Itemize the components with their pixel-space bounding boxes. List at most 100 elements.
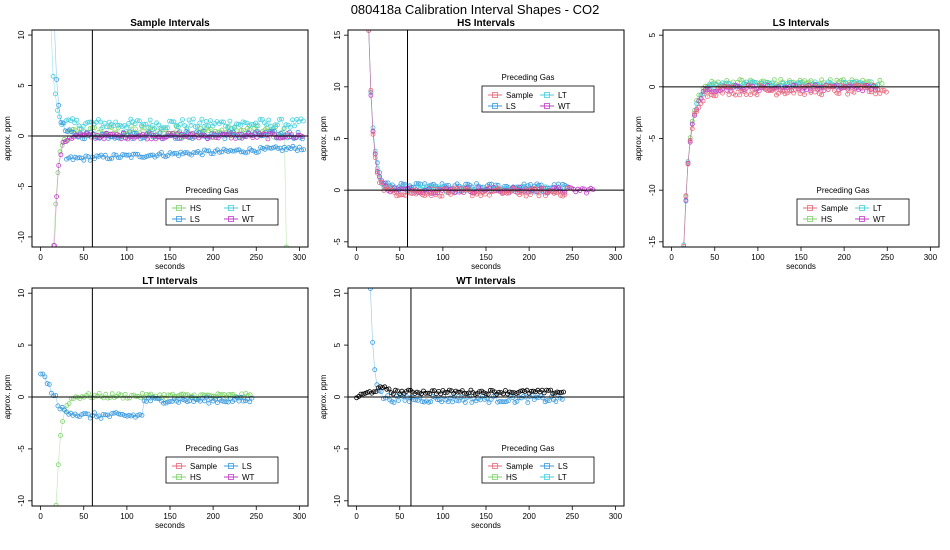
data-point (534, 188, 540, 194)
data-point (208, 151, 214, 157)
data-point (44, 381, 50, 386)
data-point (879, 81, 885, 86)
x-tick-label: 150 (479, 253, 493, 262)
data-point (299, 136, 305, 142)
data-point (243, 150, 248, 156)
data-point (825, 87, 831, 92)
data-point (231, 125, 237, 130)
data-point (377, 174, 382, 179)
panel-ls-intervals: LS Intervals 0 50 100 150 200 250 300 -15 -10 -5 0 5… (634, 18, 940, 271)
data-point (380, 385, 385, 391)
data-point (462, 399, 468, 405)
data-point (240, 398, 246, 404)
data-point (96, 390, 102, 396)
data-point (233, 121, 239, 127)
data-point (124, 152, 130, 158)
data-point (119, 124, 125, 129)
legend-swatch (176, 463, 182, 469)
plot-frame (347, 287, 625, 507)
legend-box (481, 85, 595, 113)
data-point (66, 401, 72, 407)
data-point (49, 24, 53, 28)
data-point (682, 246, 685, 247)
data-point (238, 149, 244, 155)
data-point (247, 399, 253, 405)
data-point (167, 399, 173, 404)
x-tick-label: 0 (38, 512, 43, 521)
data-point (447, 395, 453, 401)
data-point (264, 122, 270, 128)
data-point (851, 89, 857, 95)
legend-swatch (492, 103, 498, 109)
x-tick-label: 50 (710, 253, 719, 262)
data-point (836, 91, 842, 96)
data-point (490, 393, 496, 399)
data-point (141, 121, 147, 127)
data-point (484, 395, 490, 401)
data-point (199, 152, 205, 158)
y-tick-label: 10 (333, 288, 342, 297)
data-point (510, 395, 516, 401)
data-point (496, 389, 502, 395)
plot-frame (662, 29, 940, 248)
data-point (379, 179, 385, 185)
data-point (884, 89, 889, 95)
data-point (130, 129, 136, 135)
data-point (377, 384, 383, 390)
data-point (782, 85, 788, 90)
data-point (81, 157, 87, 163)
data-point (208, 393, 214, 399)
y-axis-label: approx. ppm (319, 116, 328, 161)
data-point (547, 188, 553, 194)
data-point (102, 152, 108, 158)
data-point (413, 191, 419, 197)
data-point (452, 190, 458, 196)
plot-area (49, 24, 307, 247)
legend-title: Preceding Gas (186, 186, 239, 195)
data-point (827, 83, 833, 89)
data-point (115, 155, 121, 161)
legend-swatch (176, 216, 182, 222)
data-point (429, 388, 435, 394)
x-tick-label: 0 (354, 512, 359, 521)
data-point (501, 399, 507, 405)
legend-swatch (544, 92, 550, 98)
data-point (127, 129, 133, 135)
data-point (204, 148, 210, 154)
data-point (197, 120, 203, 126)
data-point (147, 117, 153, 123)
data-point (452, 393, 457, 399)
panel-lt-intervals: LT Intervals 0 50 100 150 200 250 300 -10 -5 0 5 10 s… (3, 276, 309, 530)
data-point (182, 150, 188, 156)
data-point (802, 92, 807, 97)
data-point (105, 395, 111, 401)
x-tick-label: 0 (354, 253, 359, 262)
data-point (843, 79, 848, 85)
data-point (42, 374, 48, 380)
data-point (482, 191, 488, 197)
data-point (98, 415, 104, 421)
data-point (208, 118, 213, 123)
data-point (528, 192, 533, 198)
legend-box (165, 456, 279, 484)
data-point (240, 127, 246, 133)
data-point (176, 399, 182, 405)
data-point (711, 93, 717, 99)
data-point (292, 123, 298, 129)
data-point (860, 88, 866, 94)
data-point (299, 147, 304, 153)
legend-label: Sample (190, 462, 218, 471)
x-tick-label: 50 (79, 512, 88, 521)
legend-label: LT (242, 204, 251, 213)
data-point (411, 397, 417, 403)
data-point (544, 398, 550, 404)
data-point (426, 399, 432, 405)
data-point (875, 87, 881, 92)
series-line-Sample (368, 30, 568, 197)
data-point (521, 188, 527, 194)
data-point (174, 393, 180, 399)
data-point (121, 130, 126, 136)
series-line-LS (370, 288, 563, 404)
legend: Preceding Gas Sample LS HS WT (165, 444, 279, 484)
data-point (279, 116, 285, 122)
